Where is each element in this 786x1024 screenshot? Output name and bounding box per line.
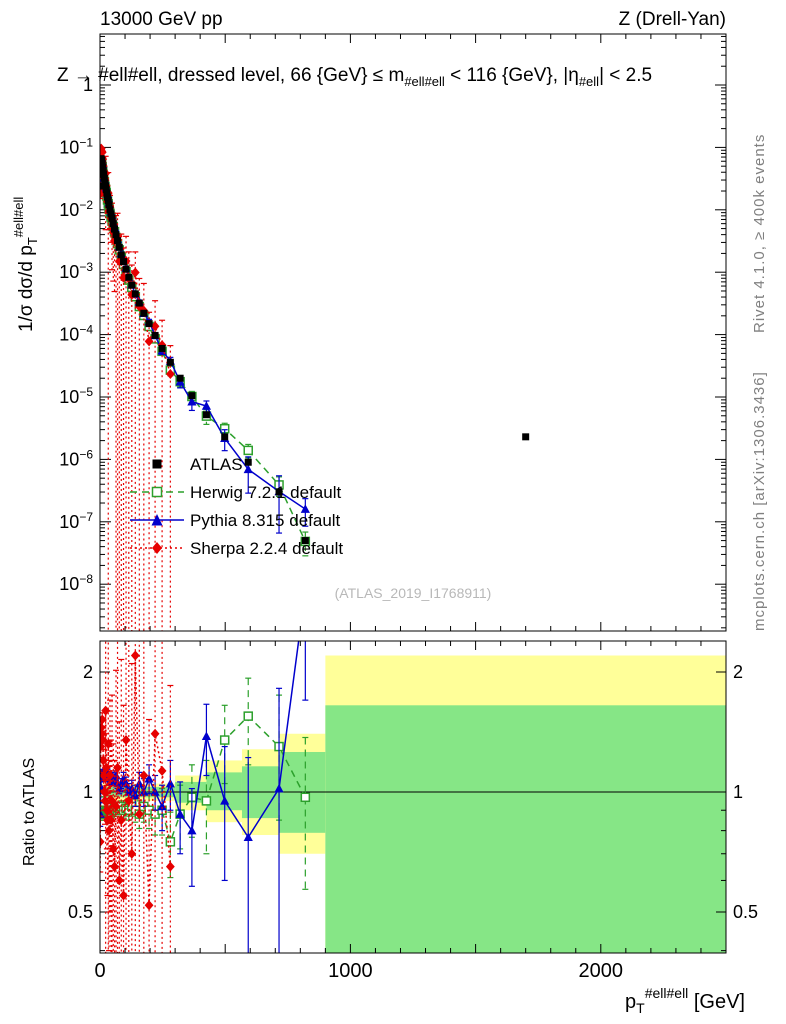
analysis-watermark: (ATLAS_2019_I1768911): [335, 585, 492, 601]
y-axis-title-sup: #ell#ell: [11, 197, 26, 238]
plot-title-pre: Z → #ell#ell, dressed level, 66 {GeV} ≤ …: [57, 65, 404, 86]
svg-text:1: 1: [733, 782, 743, 802]
herwig-open-square-marker: [151, 486, 163, 498]
svg-text:1: 1: [83, 782, 93, 802]
y-axis-title: 1/σ dσ/d pT#ell#ell: [11, 197, 40, 332]
plot-title: Z → #ell#ell, dressed level, 66 {GeV} ≤ …: [57, 65, 652, 89]
pythia-filled-triangle-marker: [151, 514, 163, 526]
tick-labels: 110−110−210−310−410−510−610−710−80 1000 20…: [59, 75, 758, 982]
legend-item-pythia: Pythia 8.315 default: [130, 511, 341, 530]
main-panel-frame: [99, 33, 727, 632]
legend: ATLAS Herwig 7.2.1 default Pythia 8.315 …: [130, 455, 343, 558]
svg-text:0: 0: [94, 960, 105, 982]
mcplots-note: mcplots.cern.ch [arXiv:1306.3436]: [751, 371, 768, 631]
plot-title-sub2: #ell: [579, 74, 599, 89]
sherpa-filled-diamond-marker: [152, 542, 162, 554]
x-axis-title-sub: T: [636, 1000, 645, 1016]
svg-text:0.5: 0.5: [733, 902, 758, 922]
x-axis-title-pre: p: [625, 991, 636, 1013]
legend-item-atlas: ATLAS: [152, 455, 243, 474]
plot-title-mid: < 116 {GeV}, |η: [445, 65, 579, 86]
svg-text:1000: 1000: [328, 960, 373, 982]
x-axis-title: pT#ell#ell [GeV]: [625, 985, 745, 1016]
svg-text:2: 2: [733, 662, 743, 682]
ratio-axis-title: Ratio to ATLAS: [21, 758, 38, 866]
legend-item-herwig: Herwig 7.2.1 default: [130, 483, 341, 502]
legend-item-sherpa: Sherpa 2.2.4 default: [130, 539, 343, 558]
y-axis-title-sub: T: [25, 237, 40, 245]
series-atlas-main: [100, 155, 530, 545]
legend-label-pythia: Pythia 8.315 default: [190, 511, 341, 530]
atlas-filled-square-marker: [152, 459, 162, 469]
x-axis-title-sup: #ell#ell: [645, 985, 689, 1001]
uncertainty-bands: [100, 655, 726, 953]
plot-title-sub1: #ell#ell: [404, 74, 445, 89]
svg-text:0.5: 0.5: [68, 902, 93, 922]
axes-ticks-and-labels: 110−110−210−310−410−510−610−710−80 1000 20…: [59, 34, 758, 982]
legend-label-sherpa: Sherpa 2.2.4 default: [190, 539, 343, 558]
ratio-panel-series: [100, 641, 311, 953]
process-label: Z (Drell-Yan): [619, 9, 726, 30]
ratio-panel-frame: [99, 640, 727, 954]
data-uncertainty-band-group: [100, 655, 726, 953]
legend-label-herwig: Herwig 7.2.1 default: [190, 483, 341, 502]
beam-energy-label: 13000 GeV pp: [100, 9, 223, 30]
rivet-version-note: Rivet 4.1.0, ≥ 400k events: [751, 134, 768, 333]
plot-title-post: | < 2.5: [599, 65, 652, 86]
svg-text:2: 2: [83, 662, 93, 682]
x-axis-title-post: [GeV]: [688, 991, 745, 1013]
legend-label-atlas: ATLAS: [190, 455, 243, 474]
y-axis-title-pre: 1/σ dσ/d p: [16, 245, 37, 332]
svg-text:2000: 2000: [579, 960, 624, 982]
svg-text:1: 1: [83, 75, 93, 95]
main-panel-series: [100, 143, 530, 631]
